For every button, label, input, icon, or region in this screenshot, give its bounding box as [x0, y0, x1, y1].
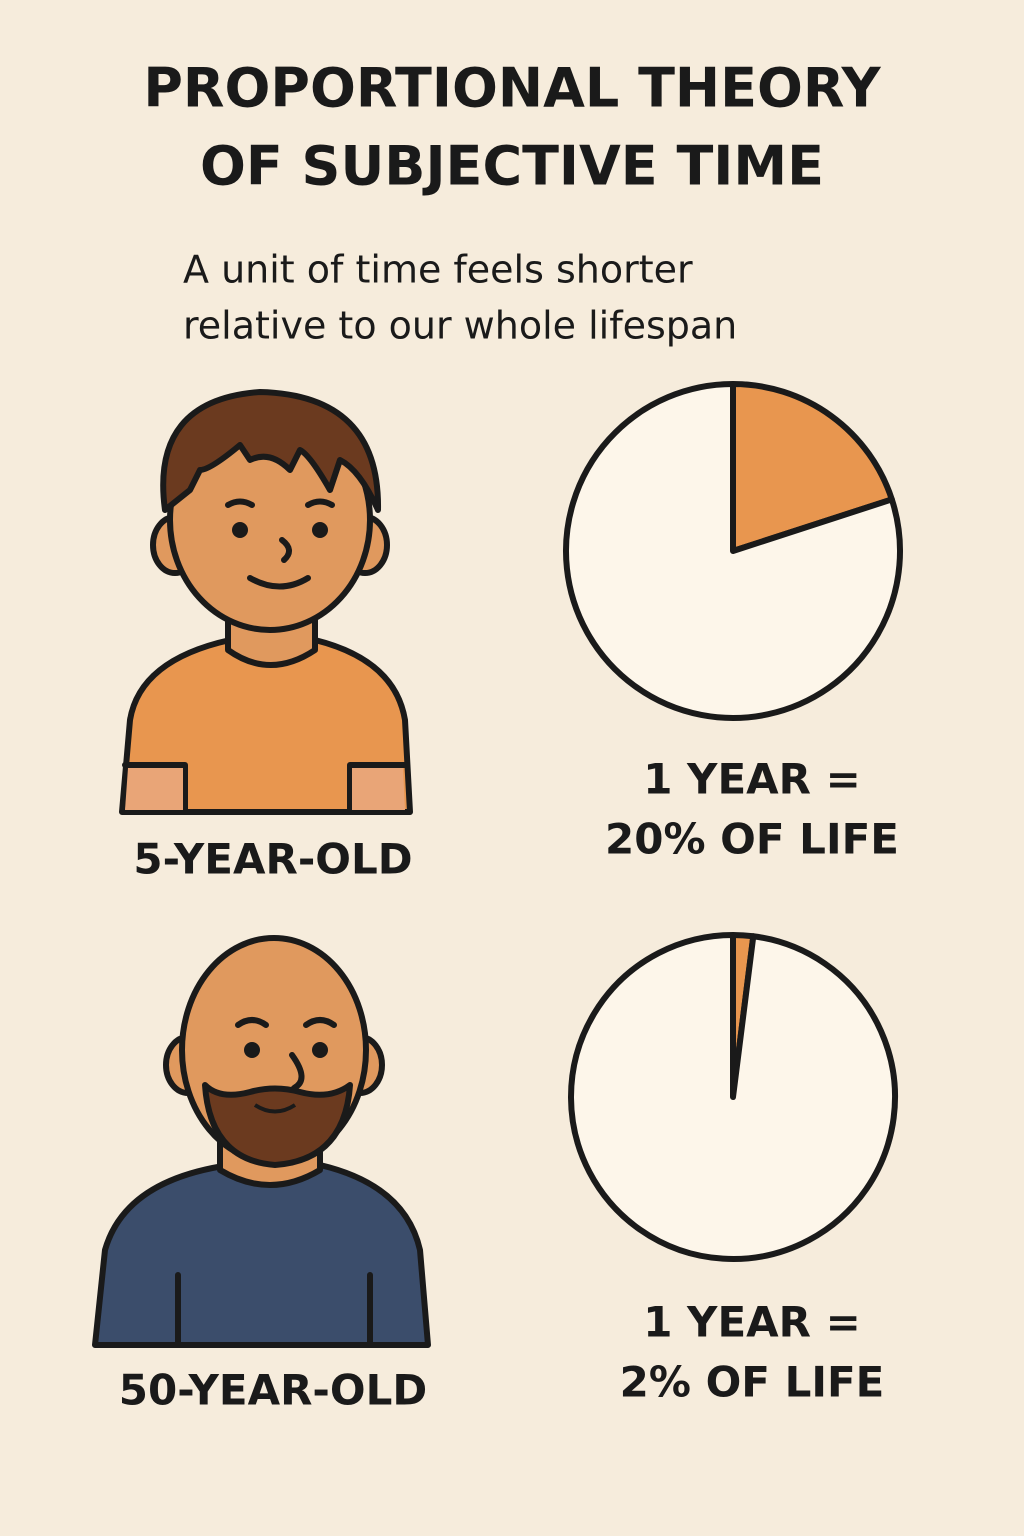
- pie-charts: 1 YEAR = 20% OF LIFE 1 YEAR = 2% OF LIFE: [563, 381, 903, 1407]
- subtitle-line: relative to our whole lifespan: [183, 304, 737, 348]
- pie-slice: [568, 932, 898, 1262]
- pie-caption: 1 YEAR =: [643, 755, 861, 804]
- person-label: 50-YEAR-OLD: [119, 1366, 427, 1415]
- title-line: OF SUBJECTIVE TIME: [200, 135, 824, 198]
- title-line: PROPORTIONAL THEORY: [143, 57, 881, 120]
- pie-caption: 1 YEAR =: [643, 1298, 861, 1347]
- pie-slice: [563, 381, 903, 721]
- adult-illustration: [92, 935, 431, 1348]
- pie-caption: 20% OF LIFE: [605, 815, 899, 864]
- pie-caption: 2% OF LIFE: [620, 1358, 885, 1407]
- person-label: 5-YEAR-OLD: [133, 835, 412, 884]
- subtitle-line: A unit of time feels shorter: [183, 248, 693, 292]
- child-illustration: [119, 389, 413, 815]
